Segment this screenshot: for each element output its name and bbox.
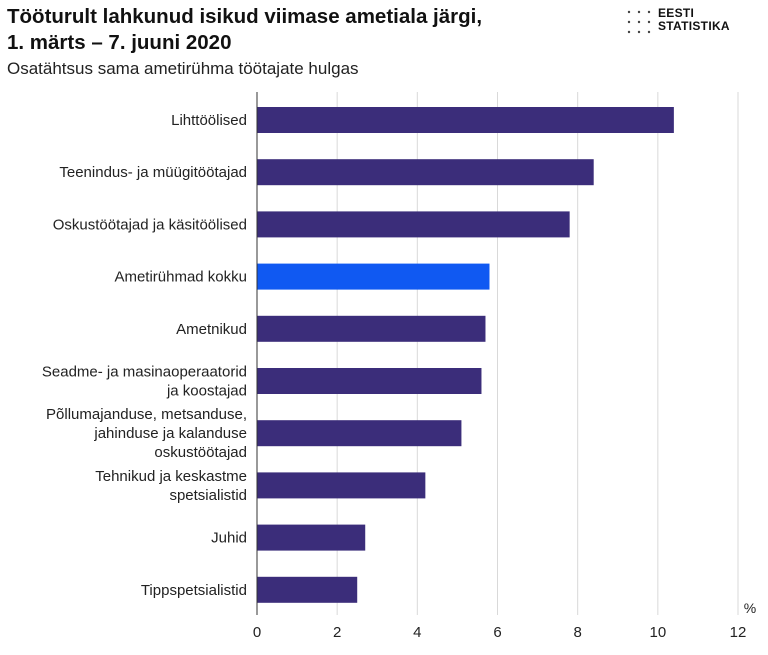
bar bbox=[257, 524, 366, 551]
category-label-line: Oskustöötajad ja käsitöölised bbox=[53, 216, 247, 233]
category-label-line: Põllumajanduse, metsanduse, bbox=[46, 406, 247, 423]
logo-text-line-2: STATISTIKA bbox=[658, 19, 730, 33]
category-label-line: Teenindus- ja müügitöötajad bbox=[59, 164, 247, 181]
logo-text: EESTI STATISTIKA bbox=[658, 7, 730, 33]
category-label: Lihttöölised bbox=[171, 112, 247, 129]
x-tick-label: 0 bbox=[253, 624, 261, 641]
category-labels: Lihttöölised Teenindus- ja müügitöötajad O… bbox=[42, 112, 247, 599]
chart-subtitle: Osatähtsus sama ametirühma töötajate hul… bbox=[7, 59, 359, 78]
category-label: Teenindus- ja müügitöötajad bbox=[59, 164, 247, 181]
bar bbox=[257, 107, 674, 133]
bar bbox=[257, 263, 490, 290]
x-tick-label: 10 bbox=[649, 624, 666, 641]
chart-title-line-2: 1. märts – 7. juuni 2020 bbox=[7, 31, 232, 54]
category-label-line: Seadme- ja masinaoperaatorid bbox=[42, 364, 247, 381]
category-label-line: Ametnikud bbox=[176, 321, 247, 338]
bar bbox=[257, 576, 358, 603]
bar bbox=[257, 420, 462, 447]
bar bbox=[257, 315, 486, 342]
category-label-line: Lihttöölised bbox=[171, 112, 247, 129]
category-label-line: Tehnikud ja keskastme bbox=[95, 468, 247, 485]
logo-dots-icon bbox=[627, 10, 651, 34]
category-label-line: Tippspetsialistid bbox=[141, 582, 247, 599]
category-label-line: Ametirühmad kokku bbox=[114, 269, 247, 286]
bar bbox=[257, 472, 426, 499]
category-label-line: jahinduse ja kalanduse bbox=[93, 425, 247, 442]
category-label: Oskustöötajad ja käsitöölised bbox=[53, 216, 247, 233]
chart-title: Tööturult lahkunud isikud viimase ametia… bbox=[7, 4, 567, 56]
statistics-estonia-logo: EESTI STATISTIKA bbox=[626, 7, 756, 37]
x-tick-label: 4 bbox=[413, 624, 421, 641]
category-label: Seadme- ja masinaoperaatorid ja koostajad bbox=[42, 364, 247, 400]
bar bbox=[257, 368, 482, 394]
category-label: Põllumajanduse, metsanduse, jahinduse ja … bbox=[46, 406, 247, 461]
category-label: Ametirühmad kokku bbox=[114, 269, 247, 286]
bar bbox=[257, 211, 570, 238]
logo-text-line-1: EESTI bbox=[658, 6, 695, 20]
bar bbox=[257, 159, 594, 186]
x-tick-label: 12 bbox=[730, 624, 747, 641]
x-tick-label: 6 bbox=[493, 624, 501, 641]
chart-title-line-1: Tööturult lahkunud isikud viimase ametia… bbox=[7, 5, 483, 28]
category-label-line: oskustöötajad bbox=[154, 444, 247, 461]
category-label: Juhid bbox=[211, 530, 247, 547]
x-axis-unit: % bbox=[744, 600, 756, 616]
category-label: Tehnikud ja keskastme spetsialistid bbox=[95, 468, 247, 504]
x-axis: 0 2 4 6 8 10 12% bbox=[253, 92, 756, 641]
bars bbox=[257, 107, 674, 603]
category-label: Tippspetsialistid bbox=[141, 582, 247, 599]
category-label-line: spetsialistid bbox=[169, 487, 247, 504]
x-tick-label: 2 bbox=[333, 624, 341, 641]
category-label: Ametnikud bbox=[176, 321, 247, 338]
x-tick-label: 8 bbox=[573, 624, 581, 641]
category-label-line: Juhid bbox=[211, 530, 247, 547]
category-label-line: ja koostajad bbox=[166, 383, 247, 400]
